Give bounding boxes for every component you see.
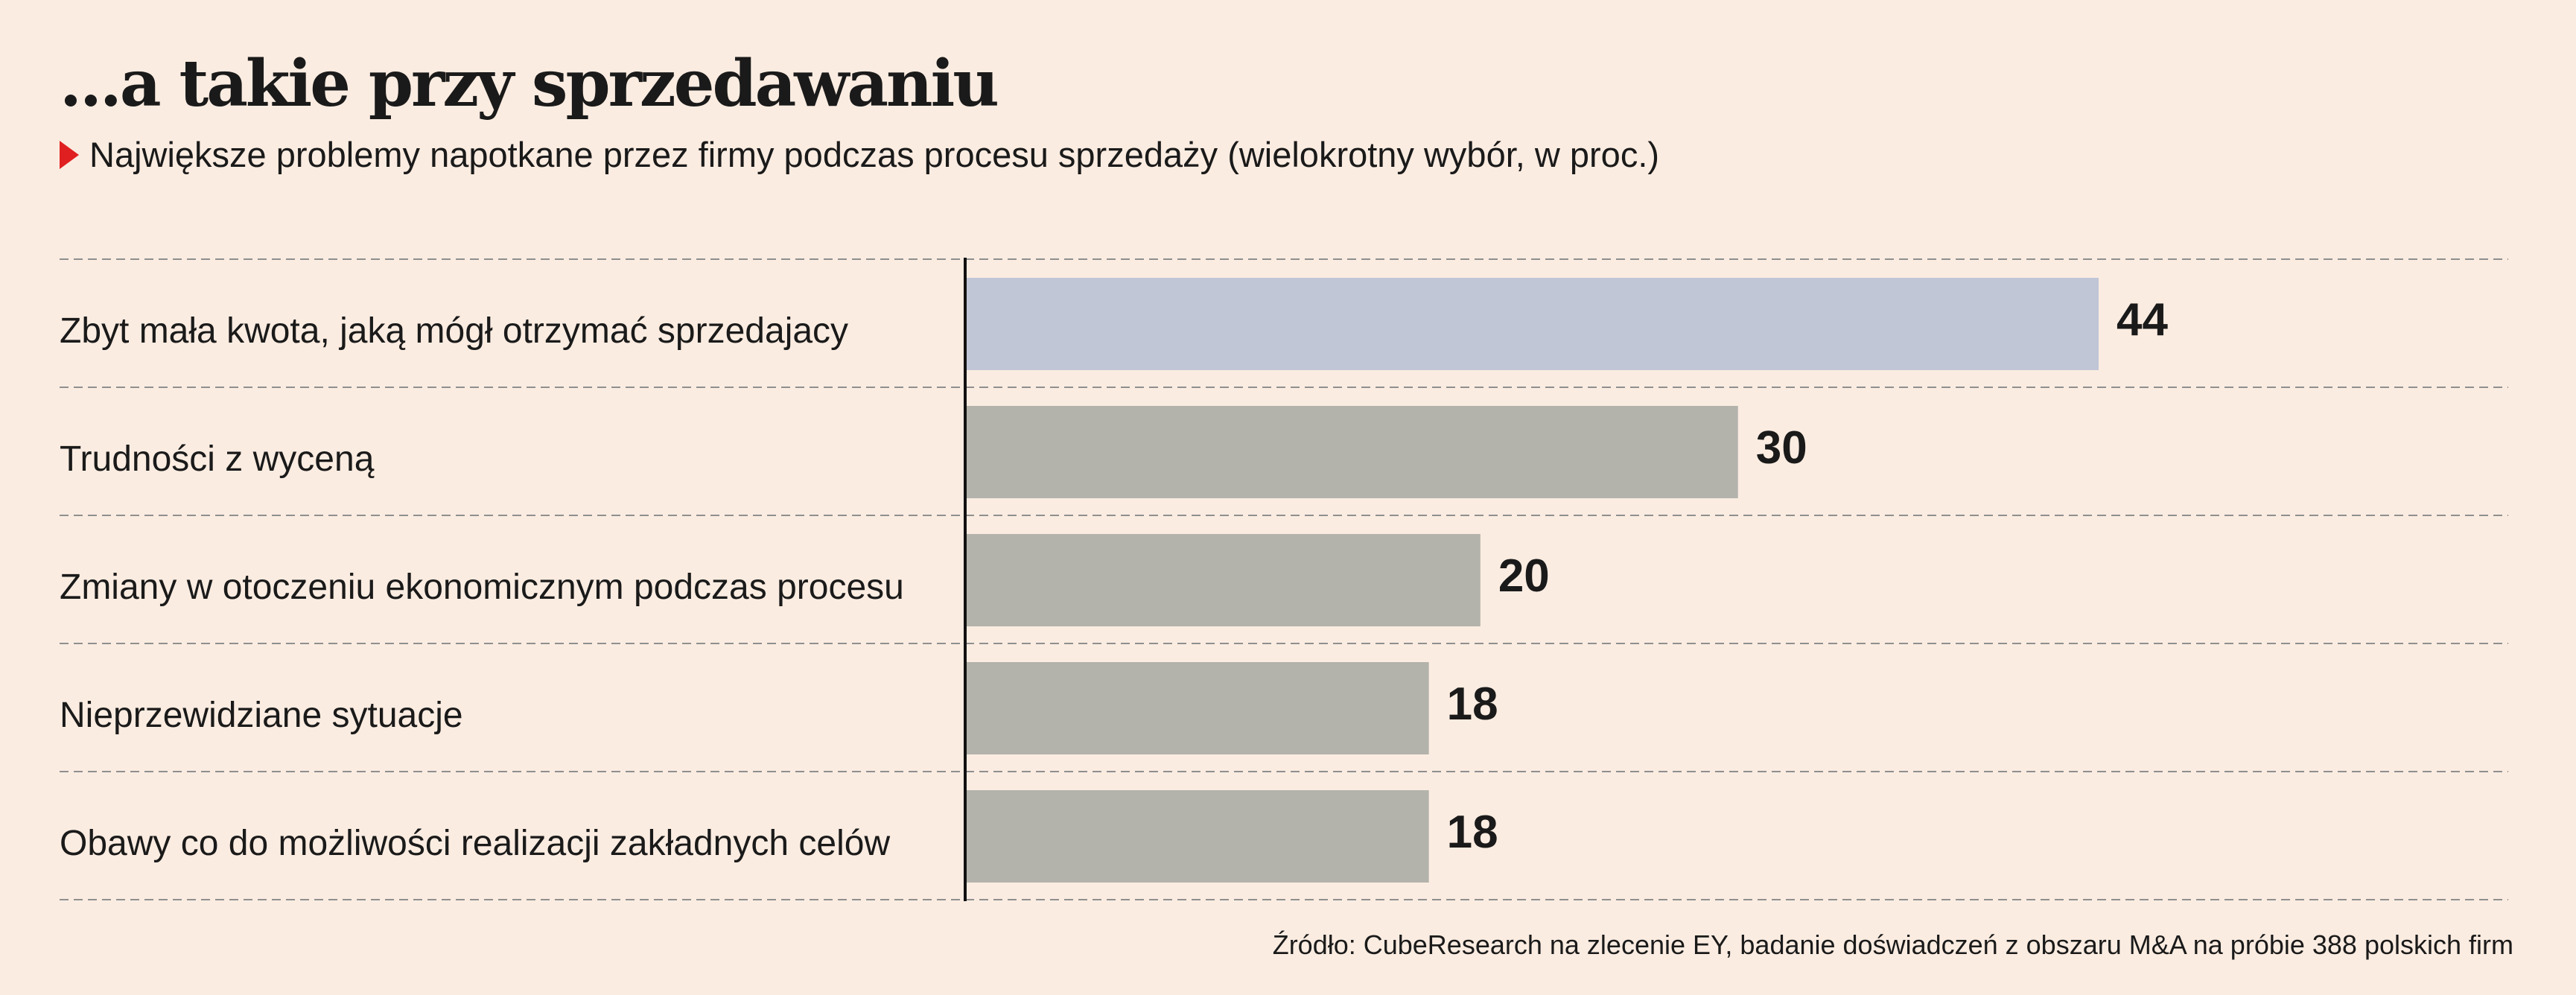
value-label: 18 xyxy=(1447,678,1498,730)
value-label: 20 xyxy=(1498,550,1550,602)
category-label: Zbyt mała kwota, jaką mógł otrzymać sprz… xyxy=(60,311,848,351)
category-label: Obawy co do możliwości realizacji zakład… xyxy=(60,824,890,863)
play-triangle-icon xyxy=(60,140,79,169)
value-label: 30 xyxy=(1756,422,1807,474)
bar xyxy=(965,406,1738,498)
bar xyxy=(965,662,1429,754)
chart-title: ...a takie przy sprzedawaniu xyxy=(60,46,999,121)
value-label: 44 xyxy=(2117,294,2168,346)
source-note: Źródło: CubeResearch na zlecenie EY, bad… xyxy=(1272,929,2513,960)
bar xyxy=(965,534,1481,626)
bar xyxy=(965,278,2099,370)
category-label: Trudności z wyceną xyxy=(60,439,375,479)
value-label: 18 xyxy=(1447,807,1498,858)
subtitle-text: Największe problemy napotkane przez firm… xyxy=(89,135,1660,174)
category-label: Zmiany w otoczeniu ekonomicznym podczas … xyxy=(60,568,904,607)
bar xyxy=(965,790,1429,883)
category-label: Nieprzewidziane sytuacje xyxy=(60,696,463,735)
chart-subtitle: Największe problemy napotkane przez firm… xyxy=(60,134,1659,175)
